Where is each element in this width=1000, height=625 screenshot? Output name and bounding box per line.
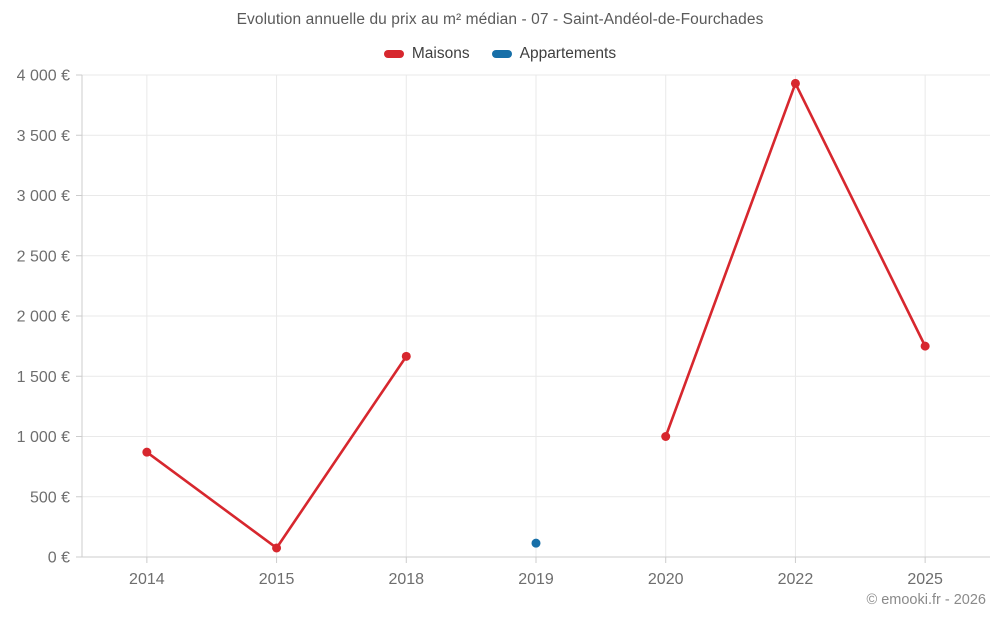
svg-text:2018: 2018 <box>388 571 424 588</box>
svg-text:2 000 €: 2 000 € <box>17 309 70 326</box>
legend-item-appartements[interactable]: Appartements <box>491 45 617 63</box>
svg-text:3 000 €: 3 000 € <box>17 188 70 205</box>
svg-text:0 €: 0 € <box>48 550 70 567</box>
legend-label-maisons: Maisons <box>411 45 470 62</box>
copyright-footer: © emooki.fr - 2026 <box>866 592 986 608</box>
svg-text:2022: 2022 <box>778 571 814 588</box>
svg-text:2015: 2015 <box>259 571 295 588</box>
legend-label-appartements: Appartements <box>519 45 617 62</box>
svg-text:500 €: 500 € <box>30 489 70 506</box>
svg-text:1 000 €: 1 000 € <box>17 429 70 446</box>
chart-legend: Maisons Appartements <box>0 45 1000 63</box>
svg-text:2020: 2020 <box>648 571 684 588</box>
appartements-series-swatch-icon <box>491 50 512 58</box>
svg-text:2025: 2025 <box>907 571 943 588</box>
svg-text:3 500 €: 3 500 € <box>17 128 70 145</box>
svg-text:1 500 €: 1 500 € <box>17 369 70 386</box>
svg-text:4 000 €: 4 000 € <box>17 68 70 85</box>
svg-text:2014: 2014 <box>129 571 165 588</box>
svg-text:2019: 2019 <box>518 571 554 588</box>
maisons-series-swatch-icon <box>383 50 404 58</box>
svg-text:2 500 €: 2 500 € <box>17 248 70 265</box>
chart-title: Evolution annuelle du prix au m² médian … <box>236 11 764 28</box>
legend-item-maisons[interactable]: Maisons <box>383 45 470 63</box>
